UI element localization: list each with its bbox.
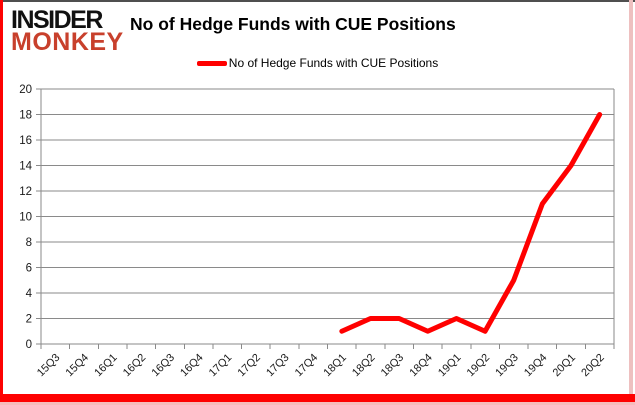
y-axis-label: 4 [26, 288, 33, 300]
y-axis-label: 10 [19, 212, 32, 224]
x-axis-label: 17Q1 [207, 352, 235, 380]
x-axis-label: 17Q2 [235, 352, 263, 380]
x-axis-label: 15Q3 [35, 352, 63, 380]
logo-line-insider: INSIDER [11, 6, 103, 34]
x-axis-label: 16Q1 [92, 352, 120, 380]
x-axis-label: 15Q4 [64, 352, 92, 380]
y-axis-label: 0 [26, 339, 32, 351]
y-axis-label: 18 [19, 110, 32, 122]
border-left [0, 0, 3, 403]
x-axis-label: 17Q4 [293, 352, 321, 380]
x-axis-label: 19Q3 [493, 352, 521, 380]
insider-monkey-logo: INSIDER MONKEY [11, 6, 124, 56]
data-line [339, 112, 603, 334]
border-top [0, 0, 635, 2]
border-bottom-bar [0, 394, 635, 402]
x-axis-label: 18Q4 [407, 352, 435, 380]
y-axis-label: 2 [26, 314, 32, 326]
x-axis-label: 16Q3 [150, 352, 178, 380]
x-axis-label: 18Q3 [379, 352, 407, 380]
x-axis-label: 17Q3 [264, 352, 292, 380]
y-axis-label: 12 [19, 186, 32, 198]
y-axis-label: 14 [19, 161, 32, 173]
page-title: No of Hedge Funds with CUE Positions [130, 14, 456, 34]
y-axis-label: 20 [19, 84, 32, 96]
x-axis-label: 18Q1 [321, 352, 349, 380]
x-axis-label: 19Q1 [436, 352, 464, 380]
x-axis-label: 20Q1 [551, 352, 579, 380]
legend-line-swatch [196, 60, 227, 66]
y-axis-label: 8 [26, 237, 32, 249]
border-bottom-glow [0, 402, 635, 405]
legend-label: No of Hedge Funds with CUE Positions [228, 56, 439, 70]
border-right [629, 0, 633, 403]
x-axis-label: 16Q2 [121, 352, 149, 380]
x-axis-label: 20Q2 [579, 352, 607, 380]
x-axis-label: 19Q4 [522, 352, 550, 380]
y-axis-label: 16 [19, 135, 32, 147]
x-axis-label: 19Q2 [465, 352, 493, 380]
x-axis-label: 18Q2 [350, 352, 378, 380]
x-axis-label: 16Q4 [178, 352, 206, 380]
chart-legend: No of Hedge Funds with CUE Positions [0, 56, 635, 70]
y-axis-label: 6 [26, 263, 32, 275]
logo-line-monkey: MONKEY [11, 28, 124, 56]
